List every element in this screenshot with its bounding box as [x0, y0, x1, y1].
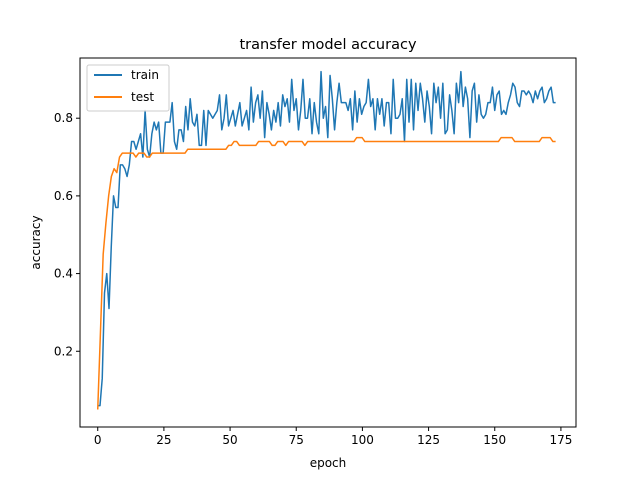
legend: train test: [86, 64, 170, 112]
x-tick-label: 50: [222, 433, 237, 447]
legend-label-test: test: [131, 90, 154, 104]
y-tick-label: 0.8: [54, 111, 73, 125]
axes-frame: [79, 57, 577, 428]
x-axis-label: epoch: [310, 456, 347, 470]
x-tick-label: 175: [549, 433, 572, 447]
legend-frame: [86, 64, 170, 112]
series-line-test: [96, 136, 556, 410]
x-tick-label: 125: [417, 433, 440, 447]
y-tick-label: 0.6: [54, 189, 73, 203]
x-axis-ticks: 0 25 50 75 100 125 150 175: [94, 427, 572, 447]
x-tick-label: 100: [351, 433, 374, 447]
x-tick-label: 0: [94, 433, 102, 447]
x-tick-label: 150: [483, 433, 506, 447]
y-axis-ticks: 0.2 0.4 0.6 0.8: [54, 111, 80, 358]
x-tick-label: 25: [156, 433, 171, 447]
y-axis-label: accuracy: [29, 215, 43, 269]
x-tick-label: 75: [289, 433, 304, 447]
chart-title: transfer model accuracy: [239, 37, 416, 53]
series-line-train: [97, 70, 556, 407]
y-tick-label: 0.2: [54, 344, 73, 358]
y-tick-label: 0.4: [54, 267, 73, 281]
legend-label-train: train: [131, 68, 159, 82]
series-layer: [96, 70, 556, 410]
